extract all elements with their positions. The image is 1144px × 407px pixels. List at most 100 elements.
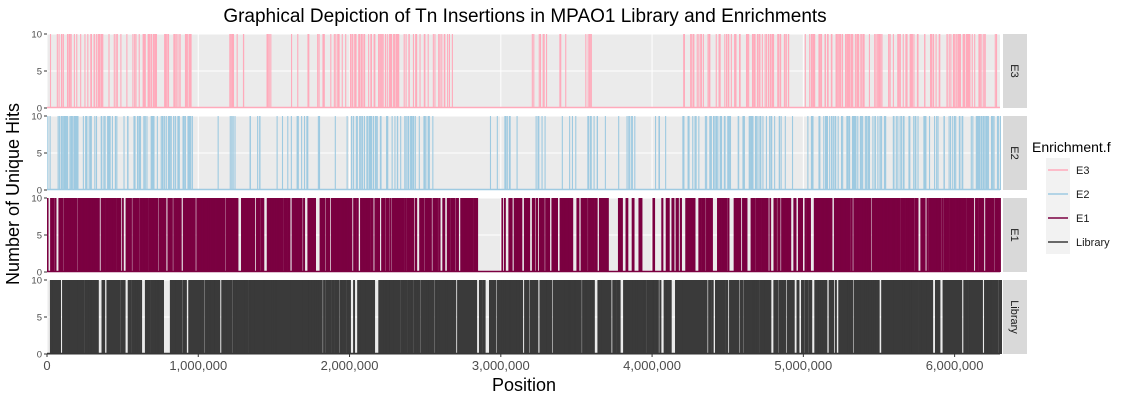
bar-mark — [994, 34, 996, 108]
bar-mark — [229, 34, 231, 108]
bar-mark — [711, 280, 714, 354]
bar-mark — [434, 34, 436, 108]
bar-mark — [499, 280, 502, 354]
bar-mark — [444, 34, 446, 108]
x-axis-label: Position — [492, 375, 556, 395]
bar-mark — [758, 34, 760, 108]
bar-mark — [475, 198, 479, 272]
bar-mark — [510, 198, 513, 272]
chart-title: Graphical Depiction of Tn Insertions in … — [223, 6, 826, 27]
bar-mark — [84, 34, 86, 108]
bar-mark — [179, 280, 183, 354]
panel-library: 0 5 10 Library — [31, 276, 1027, 361]
bar-mark — [356, 198, 359, 272]
bar-mark — [90, 116, 92, 190]
bar-mark — [207, 198, 211, 272]
facet-strip — [1003, 280, 1027, 354]
bar-mark — [713, 116, 715, 190]
bar-mark — [257, 116, 259, 190]
bar-mark — [806, 198, 809, 272]
bar-mark — [517, 198, 521, 272]
bar-mark — [710, 116, 712, 190]
bar-mark — [923, 198, 926, 272]
bar-mark — [999, 280, 1002, 354]
bar-mark — [566, 280, 570, 354]
facet-strip — [1003, 198, 1027, 272]
bar-mark — [703, 198, 706, 272]
bar-mark — [987, 116, 989, 190]
bar-mark — [260, 280, 263, 354]
bar-mark — [814, 34, 816, 108]
bar-mark — [322, 34, 324, 108]
bar-mark — [346, 116, 348, 190]
bar-mark — [972, 116, 974, 190]
bar-mark — [985, 198, 988, 272]
bar-mark — [756, 116, 758, 190]
bar-mark — [700, 34, 702, 108]
bar-mark — [67, 116, 69, 190]
bar-mark — [136, 116, 139, 190]
bar-mark — [506, 280, 509, 354]
y-tick-label: 10 — [31, 194, 42, 205]
bar-mark — [995, 34, 998, 108]
bar-mark — [681, 280, 683, 354]
bar-mark — [559, 198, 563, 272]
bar-mark — [858, 198, 862, 272]
bar-mark — [175, 34, 177, 108]
bar-mark — [569, 116, 571, 190]
bar-mark — [227, 280, 230, 354]
bar-mark — [326, 198, 330, 272]
bar-mark — [68, 280, 70, 354]
bar-mark — [728, 34, 730, 108]
bar-mark — [182, 116, 184, 190]
bar-mark — [255, 280, 258, 354]
bar-mark — [204, 198, 209, 272]
bar-mark — [741, 280, 744, 354]
bar-mark — [137, 198, 140, 272]
bar-mark — [565, 34, 567, 108]
bar-mark — [876, 280, 880, 354]
bar-mark — [185, 34, 187, 108]
bar-mark — [341, 34, 343, 108]
bar-mark — [452, 280, 457, 354]
bar-mark — [967, 34, 970, 108]
bar-mark — [519, 198, 523, 272]
bar-mark — [882, 198, 885, 272]
bar-mark — [998, 116, 1000, 190]
bar-mark — [984, 116, 986, 190]
bar-mark — [911, 280, 914, 354]
bar-mark — [704, 116, 706, 190]
bar-mark — [835, 116, 837, 190]
bar-mark — [915, 280, 919, 354]
bar-mark — [153, 198, 157, 272]
bar-mark — [825, 280, 828, 354]
bar-mark — [541, 116, 543, 190]
bar-mark — [370, 34, 372, 108]
bar-mark — [416, 34, 418, 108]
bar-mark — [760, 116, 762, 190]
bar-mark — [460, 198, 464, 272]
bar-mark — [321, 198, 323, 272]
bar-mark — [761, 280, 764, 354]
bar-mark — [190, 116, 192, 190]
bar-mark — [232, 34, 235, 108]
bar-mark — [351, 116, 353, 190]
bar-mark — [373, 34, 375, 108]
bar-mark — [415, 198, 418, 272]
bar-mark — [743, 116, 745, 190]
bar-mark — [862, 198, 866, 272]
bar-mark — [105, 198, 108, 272]
bar-mark — [802, 280, 805, 354]
bar-mark — [393, 34, 395, 108]
bar-mark — [506, 116, 508, 190]
bar-mark — [151, 34, 153, 108]
bar-mark — [917, 34, 919, 108]
bar-mark — [631, 116, 633, 190]
bar-mark — [759, 280, 761, 354]
bar-mark — [178, 280, 181, 354]
bar-mark — [913, 34, 915, 108]
bar-mark — [737, 280, 740, 354]
bar-mark — [503, 198, 506, 272]
bar-mark — [281, 280, 284, 354]
bar-mark — [830, 198, 833, 272]
